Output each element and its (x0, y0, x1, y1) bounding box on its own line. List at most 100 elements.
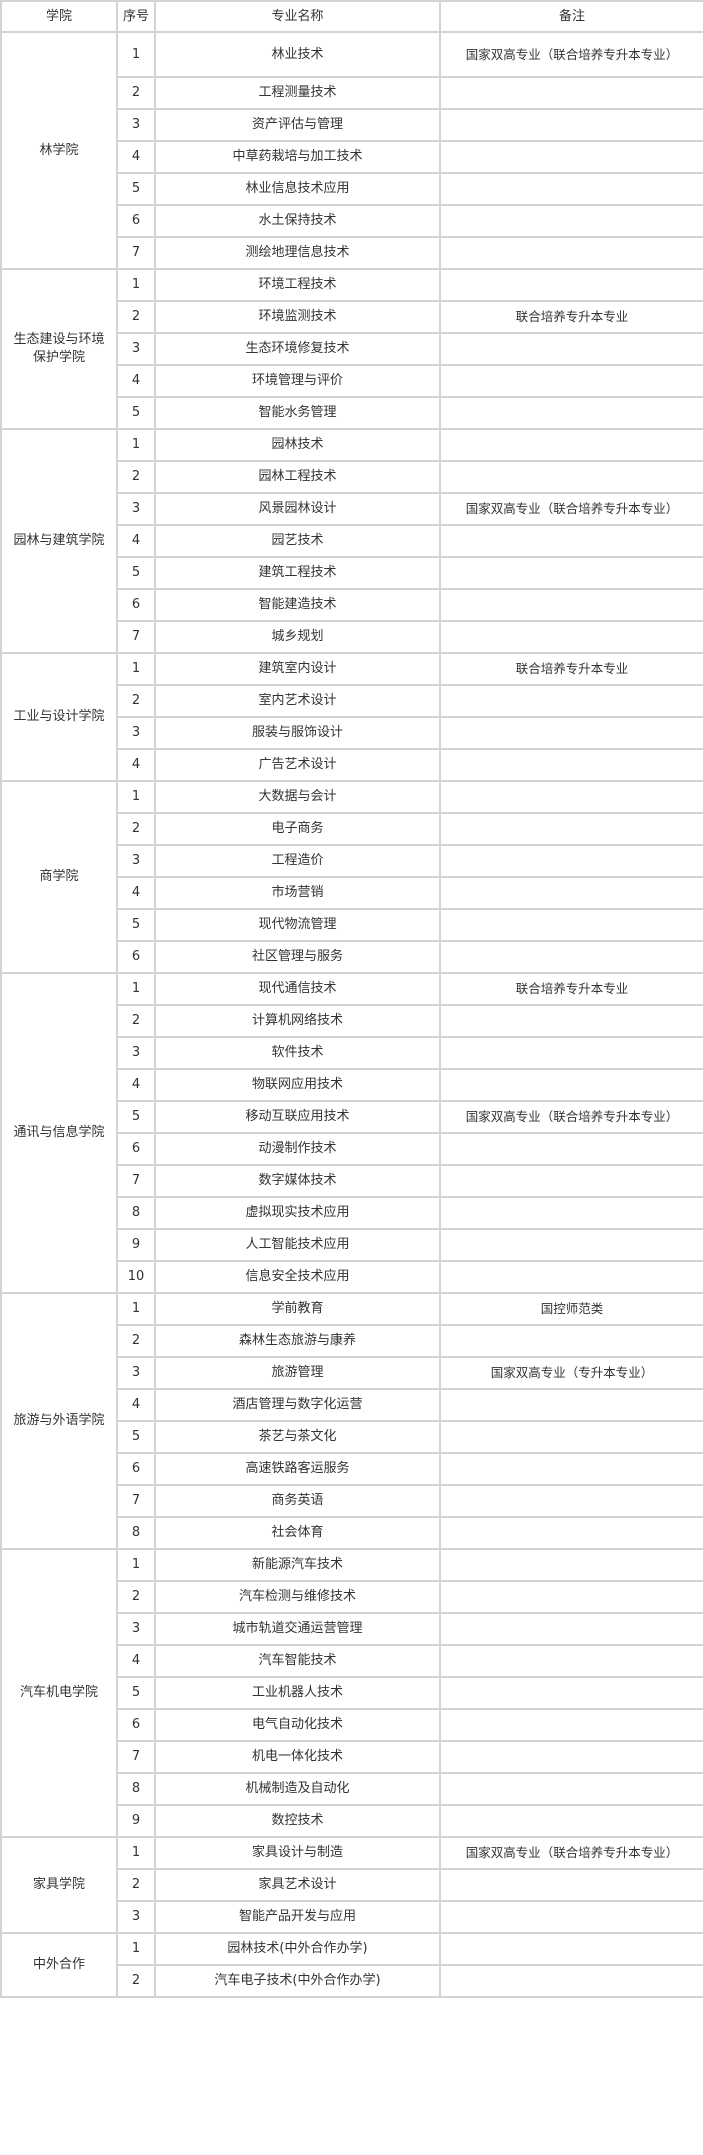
header-major: 专业名称 (154, 0, 441, 33)
major-name: 机械制造及自动化 (154, 1772, 441, 1806)
major-name: 工程造价 (154, 844, 441, 878)
college-name: 工业与设计学院 (0, 652, 118, 782)
table-body: 林学院 1 林业技术 国家双高专业（联合培养专升本专业） 2 工程测量技术 3 资产评估与管理… (0, 31, 703, 1998)
major-no: 5 (116, 1100, 156, 1134)
major-note: 国家双高专业（联合培养专升本专业） (439, 492, 703, 526)
major-name: 建筑工程技术 (154, 556, 441, 590)
major-no: 1 (116, 268, 156, 302)
major-no: 7 (116, 236, 156, 270)
table-row: 中外合作 1 园林技术(中外合作办学) (0, 1932, 703, 1998)
table-row: 2 电子商务 (1, 812, 703, 846)
major-no: 1 (116, 972, 156, 1006)
major-note (439, 1644, 703, 1678)
major-note (439, 876, 703, 910)
major-no: 2 (116, 76, 156, 110)
major-name: 资产评估与管理 (154, 108, 441, 142)
table-row: 10 信息安全技术应用 (1, 1260, 703, 1294)
table-row: 7 数字媒体技术 (1, 1164, 703, 1198)
major-name: 家具设计与制造 (154, 1836, 441, 1870)
major-note (439, 812, 703, 846)
major-note (439, 1228, 703, 1262)
major-name: 中草药栽培与加工技术 (154, 140, 441, 174)
table-row: 4 物联网应用技术 (1, 1068, 703, 1102)
major-name: 风景园林设计 (154, 492, 441, 526)
header-college: 学院 (0, 0, 118, 33)
major-name: 移动互联应用技术 (154, 1100, 441, 1134)
table-row: 商学院 1 大数据与会计 (0, 780, 703, 974)
table-row: 3 服装与服饰设计 (1, 716, 703, 750)
major-name: 茶艺与茶文化 (154, 1420, 441, 1454)
major-no: 5 (116, 396, 156, 430)
major-no: 8 (116, 1772, 156, 1806)
major-name: 智能建造技术 (154, 588, 441, 622)
major-name: 建筑室内设计 (154, 652, 441, 686)
table-row: 4 园艺技术 (1, 524, 703, 558)
major-no: 6 (116, 204, 156, 238)
major-name: 园林工程技术 (154, 460, 441, 494)
major-name: 环境监测技术 (154, 300, 441, 334)
major-note: 国家双高专业（联合培养专升本专业） (439, 31, 703, 78)
major-name: 水土保持技术 (154, 204, 441, 238)
major-note (439, 140, 703, 174)
table-row: 4 中草药栽培与加工技术 (1, 140, 703, 174)
college-name: 园林与建筑学院 (0, 428, 118, 654)
major-note (439, 1548, 703, 1582)
table-row: 4 酒店管理与数字化运营 (1, 1388, 703, 1422)
major-note (439, 748, 703, 782)
major-note: 联合培养专升本专业 (439, 972, 703, 1006)
major-name: 信息安全技术应用 (154, 1260, 441, 1294)
table-row: 5 移动互联应用技术 国家双高专业（联合培养专升本专业） (1, 1100, 703, 1134)
major-no: 6 (116, 1132, 156, 1166)
major-note (439, 1164, 703, 1198)
major-note (439, 1484, 703, 1518)
major-name: 园林技术 (154, 428, 441, 462)
major-no: 1 (116, 31, 156, 78)
major-note (439, 1932, 703, 1966)
table-row: 4 环境管理与评价 (1, 364, 703, 398)
table-row: 生态建设与环境保护学院 1 环境工程技术 (0, 268, 703, 430)
table-row: 9 数控技术 (1, 1804, 703, 1838)
table-row: 6 高速铁路客运服务 (1, 1452, 703, 1486)
major-name: 城乡规划 (154, 620, 441, 654)
college-name: 旅游与外语学院 (0, 1292, 118, 1550)
major-name: 汽车电子技术(中外合作办学) (154, 1964, 441, 1998)
major-note (439, 1196, 703, 1230)
major-no: 2 (116, 812, 156, 846)
table-row: 汽车机电学院 1 新能源汽车技术 (0, 1548, 703, 1838)
major-no: 3 (116, 1036, 156, 1070)
major-no: 6 (116, 1452, 156, 1486)
table-row: 2 汽车检测与维修技术 (1, 1580, 703, 1614)
major-no: 5 (116, 556, 156, 590)
major-note (439, 1452, 703, 1486)
college-name: 林学院 (0, 31, 118, 270)
major-note (439, 1900, 703, 1934)
table-row: 工业与设计学院 1 建筑室内设计 联合培养专升本专业 (0, 652, 703, 782)
major-no: 7 (116, 620, 156, 654)
major-no: 4 (116, 876, 156, 910)
table-row: 6 动漫制作技术 (1, 1132, 703, 1166)
major-note (439, 1580, 703, 1614)
major-no: 6 (116, 588, 156, 622)
major-name: 酒店管理与数字化运营 (154, 1388, 441, 1422)
major-no: 10 (116, 1260, 156, 1294)
table-row: 6 水土保持技术 (1, 204, 703, 238)
table-header-row: 学院 序号 专业名称 备注 (0, 0, 703, 33)
major-name: 大数据与会计 (154, 780, 441, 814)
major-name: 工程测量技术 (154, 76, 441, 110)
major-note (439, 428, 703, 462)
major-note (439, 1388, 703, 1422)
major-no: 8 (116, 1516, 156, 1550)
major-note (439, 588, 703, 622)
major-name: 软件技术 (154, 1036, 441, 1070)
table-row: 3 旅游管理 国家双高专业（专升本专业） (1, 1356, 703, 1390)
major-no: 1 (116, 780, 156, 814)
table-row: 家具学院 1 家具设计与制造 国家双高专业（联合培养专升本专业） (0, 1836, 703, 1934)
table-row: 2 计算机网络技术 (1, 1004, 703, 1038)
major-name: 汽车智能技术 (154, 1644, 441, 1678)
major-note (439, 1036, 703, 1070)
major-no: 1 (116, 1932, 156, 1966)
major-note (439, 1964, 703, 1998)
major-no: 6 (116, 940, 156, 974)
major-note (439, 460, 703, 494)
major-note (439, 844, 703, 878)
